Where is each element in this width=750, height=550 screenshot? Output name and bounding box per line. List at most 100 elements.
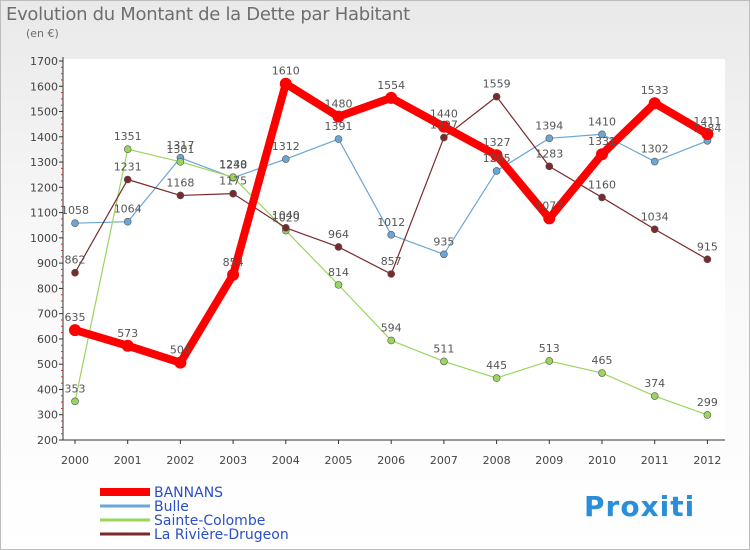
- x-tick-label: 2011: [641, 454, 669, 467]
- data-point-bulle: [123, 217, 132, 226]
- x-tick-label: 2007: [430, 454, 458, 467]
- data-point-la-rivi-re-drugeon: [176, 191, 185, 200]
- data-point-bannans: [227, 268, 240, 281]
- data-point-sainte-colombe: [387, 336, 396, 345]
- data-point-la-rivi-re-drugeon: [387, 270, 396, 278]
- x-tick-label: 2010: [588, 454, 616, 467]
- data-label-la-rivi-re-drugeon: 1034: [641, 210, 669, 223]
- data-point-sainte-colombe: [703, 411, 712, 419]
- data-label-la-rivi-re-drugeon: 1397: [430, 119, 458, 132]
- x-tick-label: 2009: [535, 454, 563, 467]
- data-point-la-rivi-re-drugeon: [334, 243, 343, 251]
- data-label-bannans: 1331: [588, 135, 616, 148]
- data-point-bannans: [385, 91, 398, 104]
- data-label-bannans: 1077: [535, 199, 563, 212]
- data-label-la-rivi-re-drugeon: 857: [381, 255, 402, 268]
- data-label-sainte-colombe: 374: [644, 377, 665, 390]
- data-label-sainte-colombe: 513: [539, 342, 560, 355]
- data-label-bannans: 1411: [693, 115, 721, 128]
- data-label-bannans: 1480: [325, 98, 353, 111]
- x-tick-label: 2008: [483, 454, 511, 467]
- data-point-sainte-colombe: [71, 397, 79, 406]
- data-label-bulle: 1317: [166, 139, 194, 152]
- x-tick-label: 2005: [325, 454, 353, 467]
- data-label-bulle: 1058: [61, 204, 89, 217]
- data-point-sainte-colombe: [440, 357, 448, 366]
- data-point-la-rivi-re-drugeon: [281, 223, 290, 232]
- data-label-la-rivi-re-drugeon: 1160: [588, 178, 616, 191]
- data-point-bulle: [334, 135, 343, 143]
- data-point-la-rivi-re-drugeon: [650, 225, 659, 234]
- data-point-bannans: [543, 212, 556, 225]
- data-point-la-rivi-re-drugeon: [545, 162, 554, 171]
- data-point-sainte-colombe: [176, 158, 185, 166]
- data-label-bannans: 506: [170, 344, 191, 357]
- y-tick-label: 1700: [30, 55, 58, 68]
- data-point-bannans: [437, 120, 450, 133]
- plot-area: [63, 59, 725, 440]
- value-labels: 1058 1064 1317 1238 1312 1391 1012 935 1265 1394 1…: [61, 65, 721, 409]
- legend-label-bulle: Bulle: [154, 499, 189, 515]
- data-point-la-rivi-re-drugeon: [440, 133, 448, 142]
- data-label-sainte-colombe: 1029: [272, 212, 300, 225]
- data-point-bulle: [598, 130, 606, 139]
- y-tick-label: 300: [37, 409, 58, 422]
- data-label-sainte-colombe: 594: [381, 321, 402, 334]
- data-point-la-rivi-re-drugeon: [71, 268, 79, 277]
- chart-subtitle: (en €): [26, 27, 59, 40]
- data-label-la-rivi-re-drugeon: 1283: [535, 147, 563, 160]
- y-tick-label: 1500: [30, 106, 58, 119]
- data-point-bulle: [650, 157, 659, 166]
- data-label-la-rivi-re-drugeon: 1559: [483, 78, 511, 91]
- x-tick-label: 2003: [219, 454, 247, 467]
- x-tick-label: 2001: [114, 454, 142, 467]
- data-label-la-rivi-re-drugeon: 915: [697, 240, 718, 253]
- data-label-sainte-colombe: 814: [328, 266, 349, 279]
- data-point-bulle: [387, 231, 396, 239]
- legend-label-la-rivi-re-drugeon: La Rivière-Drugeon: [154, 527, 289, 543]
- data-label-sainte-colombe: 1351: [114, 130, 142, 143]
- data-point-la-rivi-re-drugeon: [229, 189, 237, 198]
- chart-title: Evolution du Montant de la Dette par Hab…: [6, 4, 410, 25]
- data-label-la-rivi-re-drugeon: 1175: [219, 175, 247, 188]
- data-label-bulle: 1384: [693, 122, 721, 135]
- data-point-bannans: [332, 110, 345, 123]
- x-tick-label: 2000: [61, 454, 89, 467]
- data-label-bulle: 1265: [483, 152, 511, 165]
- x-tick-label: 2004: [272, 454, 300, 467]
- data-point-sainte-colombe: [598, 369, 606, 377]
- data-point-la-rivi-re-drugeon: [492, 92, 501, 101]
- data-point-bulle: [281, 155, 290, 163]
- data-point-bannans: [279, 77, 292, 90]
- y-tick-label: 200: [37, 434, 58, 447]
- data-label-bulle: 935: [433, 235, 454, 248]
- data-point-bulle: [440, 250, 448, 259]
- data-point-bannans: [701, 128, 714, 141]
- data-point-bannans: [648, 97, 661, 110]
- data-label-la-rivi-re-drugeon: 964: [328, 228, 349, 241]
- y-tick-label: 800: [37, 282, 58, 295]
- data-point-sainte-colombe: [229, 173, 237, 182]
- data-label-bannans: 1533: [641, 84, 669, 97]
- y-tick-label: 400: [37, 383, 58, 396]
- data-label-bannans: 854: [223, 256, 244, 269]
- y-tick-label: 1300: [30, 156, 58, 169]
- y-tick-label: 1100: [30, 207, 58, 220]
- data-label-bannans: 1440: [430, 108, 458, 121]
- data-label-la-rivi-re-drugeon: 1168: [166, 176, 194, 189]
- axes: 200 300 400 500 600 700 800 900 1000 1100 1200 1300…: [30, 55, 725, 467]
- data-label-la-rivi-re-drugeon: 862: [65, 254, 86, 267]
- data-label-sainte-colombe: 465: [592, 354, 613, 367]
- data-label-bulle: 1302: [641, 143, 669, 156]
- data-point-la-rivi-re-drugeon: [123, 175, 132, 184]
- data-label-bulle: 1312: [272, 140, 300, 153]
- y-tick-label: 1600: [30, 80, 58, 93]
- data-point-sainte-colombe: [545, 357, 554, 365]
- legend-label-bannans: BANNANS: [154, 485, 223, 501]
- data-point-bannans: [490, 149, 503, 162]
- data-label-sainte-colombe: 445: [486, 359, 507, 372]
- data-label-sainte-colombe: 299: [697, 396, 718, 409]
- data-label-bulle: 1064: [114, 203, 142, 216]
- y-tick-label: 1400: [30, 131, 58, 144]
